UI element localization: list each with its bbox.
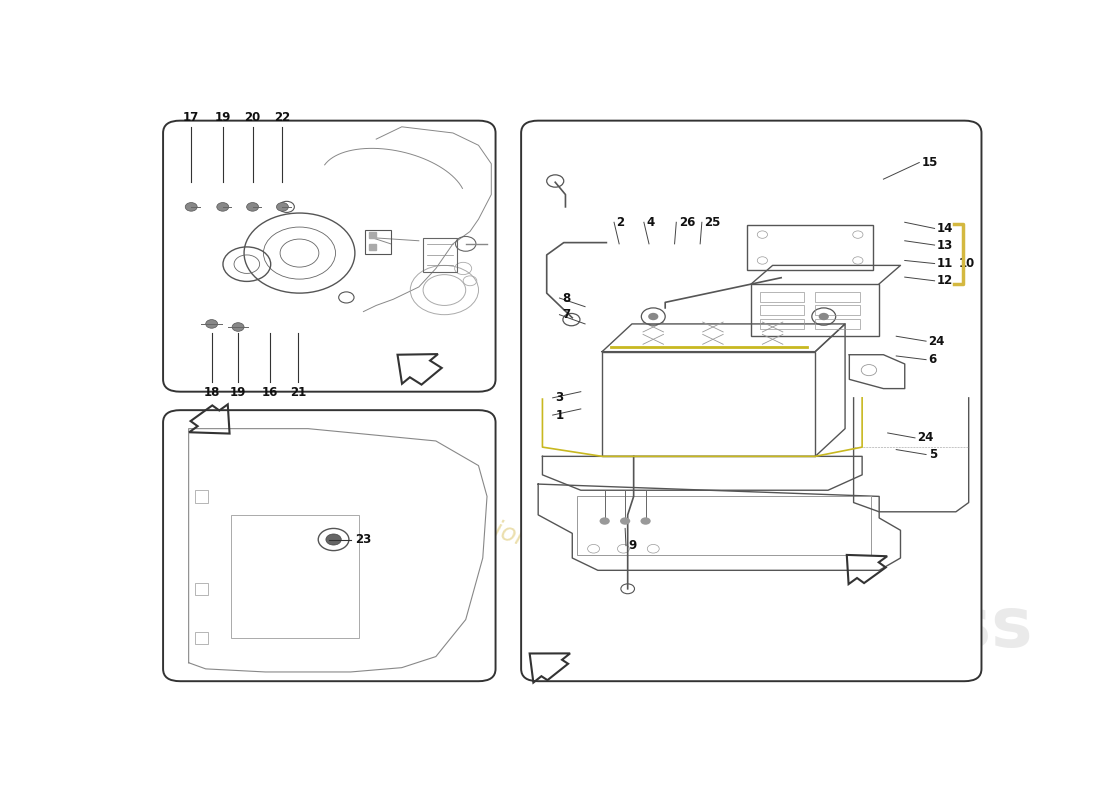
Text: 13: 13 (937, 238, 954, 251)
Bar (195, 490, 208, 502)
Bar (760, 292, 804, 302)
Text: a passion for parts since: a passion for parts since (415, 493, 713, 610)
Text: 24: 24 (917, 431, 934, 444)
Text: 26: 26 (679, 216, 695, 229)
Bar (815, 292, 859, 302)
Circle shape (206, 320, 218, 328)
Bar (424, 238, 458, 271)
FancyBboxPatch shape (163, 121, 495, 392)
Text: 8: 8 (562, 291, 570, 305)
Text: 21: 21 (289, 386, 306, 398)
Text: 11: 11 (937, 257, 954, 270)
Text: 3: 3 (556, 391, 563, 404)
Text: 18: 18 (204, 386, 220, 398)
Text: 10: 10 (958, 257, 975, 270)
Text: 9: 9 (628, 539, 637, 552)
FancyBboxPatch shape (163, 410, 495, 682)
Circle shape (276, 202, 288, 211)
Bar (747, 226, 873, 270)
Bar (231, 515, 359, 638)
Text: 24: 24 (928, 334, 945, 348)
Circle shape (640, 518, 651, 525)
Bar (751, 284, 879, 336)
Circle shape (818, 313, 829, 320)
Bar (365, 230, 390, 254)
Circle shape (620, 518, 630, 525)
Circle shape (185, 202, 197, 211)
Text: 1: 1 (556, 409, 563, 422)
Text: 7: 7 (562, 308, 570, 321)
Text: 19: 19 (230, 386, 246, 398)
Text: 5: 5 (928, 448, 937, 461)
Text: 19: 19 (214, 110, 231, 124)
Circle shape (217, 202, 229, 211)
FancyBboxPatch shape (521, 121, 981, 682)
Text: 2: 2 (617, 216, 625, 229)
Text: 6: 6 (928, 353, 937, 366)
Bar (815, 319, 859, 329)
Text: 14: 14 (937, 222, 954, 235)
Bar (815, 306, 859, 315)
Text: 16: 16 (262, 386, 278, 398)
Circle shape (600, 518, 609, 525)
Bar (370, 244, 376, 250)
Text: 22: 22 (274, 110, 290, 124)
Text: easyss: easyss (769, 595, 1032, 662)
Bar (195, 582, 208, 595)
Circle shape (232, 322, 244, 331)
Bar (195, 632, 208, 644)
Text: 15: 15 (922, 156, 938, 169)
Text: 23: 23 (355, 533, 371, 546)
Bar (760, 306, 804, 315)
Bar (576, 496, 871, 555)
Text: 17: 17 (183, 110, 199, 124)
Circle shape (648, 313, 659, 320)
Bar (370, 231, 376, 238)
Circle shape (326, 534, 341, 545)
Circle shape (246, 202, 258, 211)
Text: 20: 20 (244, 110, 261, 124)
Bar (760, 319, 804, 329)
Text: 25: 25 (704, 216, 720, 229)
Text: 4: 4 (647, 216, 654, 229)
Text: 12: 12 (937, 274, 954, 287)
Bar (602, 352, 815, 456)
